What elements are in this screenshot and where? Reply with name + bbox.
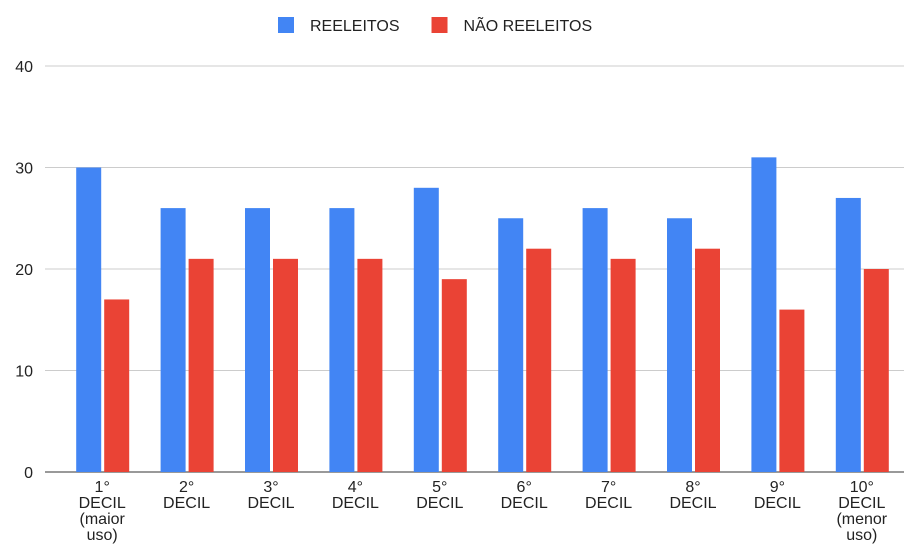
bar [273, 258, 298, 472]
x-tick-label: 9° DECIL [754, 479, 801, 512]
bar [751, 157, 777, 472]
bar [245, 208, 270, 472]
y-tick-label: 0 [24, 465, 33, 482]
bar [498, 218, 524, 472]
x-tick-label: 1° DECIL (maior uso) [79, 479, 126, 544]
x-tick-label: 7° DECIL [585, 479, 632, 512]
y-tick-label: 20 [15, 262, 33, 279]
bar [76, 167, 102, 472]
bar [695, 248, 720, 472]
x-tick-label: 8° DECIL [669, 479, 716, 512]
bar [188, 258, 214, 472]
bar [104, 299, 130, 472]
y-tick-label: 30 [15, 161, 33, 178]
y-tick-label: 10 [15, 364, 33, 381]
legend-label: NÃO REELEITOS [464, 15, 593, 35]
bar [160, 208, 186, 472]
bar [779, 309, 805, 472]
bar [413, 187, 439, 473]
bar [582, 208, 608, 472]
bar [329, 208, 355, 472]
legend-swatch [431, 17, 448, 33]
bar [357, 258, 383, 472]
x-tick-label: 6° DECIL [501, 479, 548, 512]
x-tick-label: 10° DECIL (menor uso) [836, 479, 887, 544]
x-tick-label: 2° DECIL [163, 479, 210, 512]
bar [835, 197, 861, 472]
legend: REELEITOS NÃO REELEITOS [278, 15, 592, 35]
x-tick-label: 5° DECIL [416, 479, 463, 512]
legend-swatch [278, 17, 294, 33]
bar [526, 248, 552, 472]
x-tick-label: 4° DECIL [332, 479, 379, 512]
legend-label: REELEITOS [310, 18, 400, 35]
y-tick-label: 40 [15, 59, 33, 76]
bar [667, 218, 692, 472]
bar [441, 279, 467, 472]
x-tick-label: 3° DECIL [247, 479, 294, 512]
bar [863, 269, 889, 472]
bar [610, 258, 636, 472]
